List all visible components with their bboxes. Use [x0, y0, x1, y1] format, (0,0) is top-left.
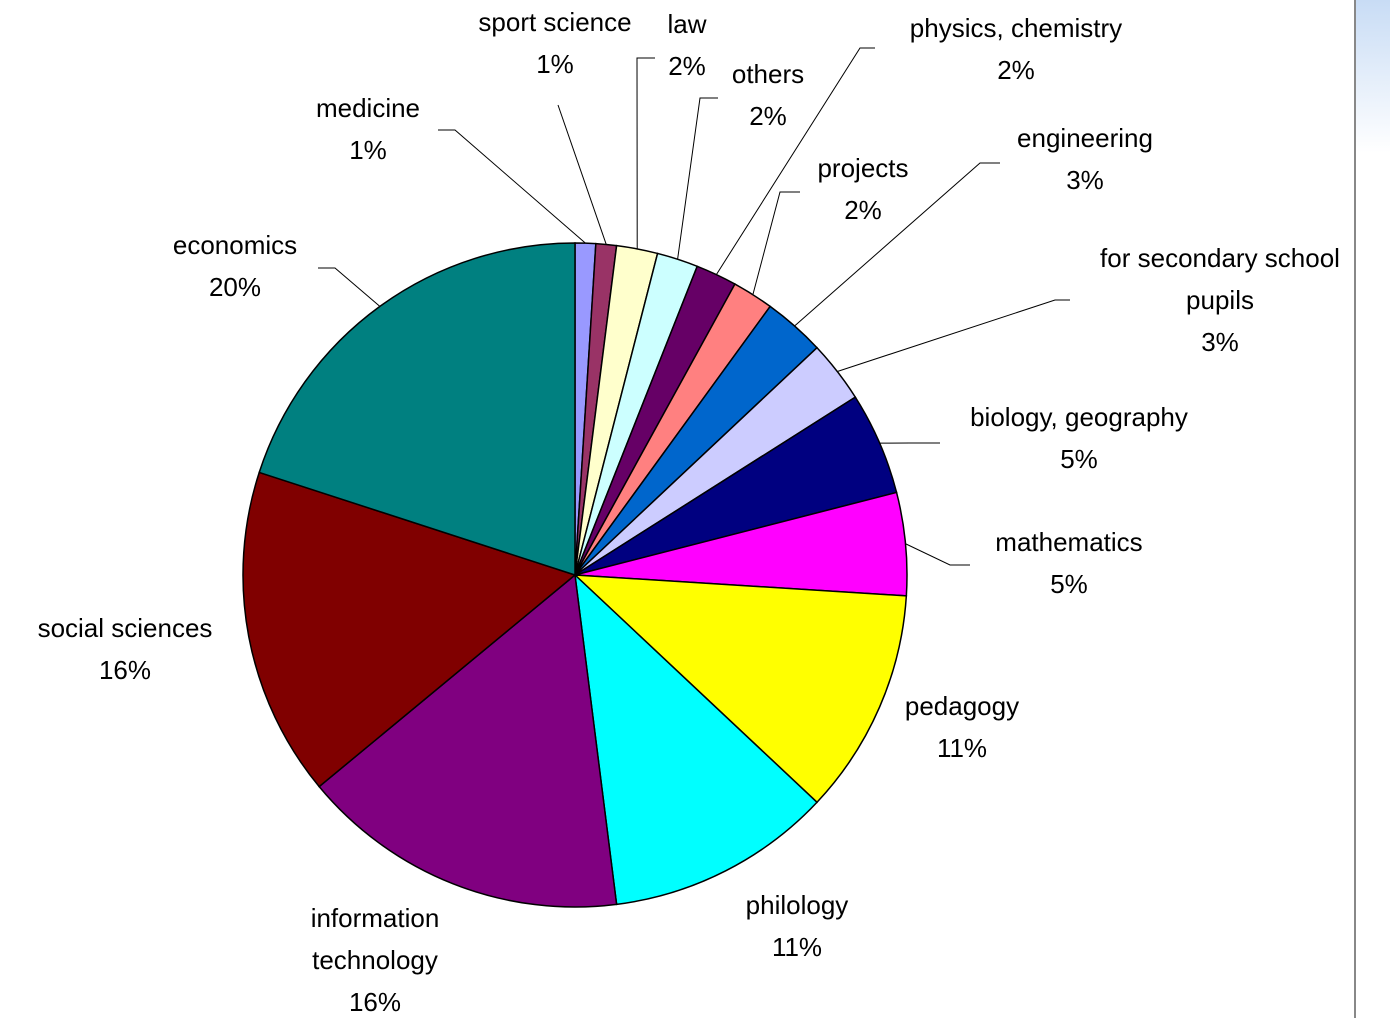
category-label: law: [667, 9, 707, 39]
slice-label: engineering 3%: [985, 117, 1185, 201]
leader-line: [752, 191, 800, 295]
value-label: 1%: [536, 49, 574, 79]
leader-line: [318, 267, 381, 307]
leader-line: [438, 129, 586, 244]
leader-line: [715, 47, 875, 275]
slice-label: information technology 16%: [290, 897, 460, 1018]
leader-line: [677, 97, 718, 260]
slice-label: pedagogy 11%: [872, 685, 1052, 769]
value-label: 3%: [1201, 327, 1239, 357]
slice-label: mathematics 5%: [959, 521, 1179, 605]
value-label: 2%: [668, 51, 706, 81]
slice-label: law 2%: [647, 3, 727, 87]
slice-label: projects 2%: [788, 147, 938, 231]
leader-line: [837, 299, 1070, 372]
category-label: for secondary school pupils: [1100, 243, 1340, 315]
category-label: pedagogy: [904, 691, 1020, 721]
slice-label: for secondary school pupils 3%: [1070, 237, 1370, 363]
slice-label: medicine 1%: [268, 87, 468, 171]
value-label: 11%: [936, 733, 988, 763]
slice-label: economics 20%: [135, 224, 335, 308]
slice-label: social sciences 16%: [0, 607, 250, 691]
slice-label: biology, geography 5%: [929, 396, 1229, 480]
category-label: others: [731, 59, 805, 89]
slice-label: others 2%: [708, 53, 828, 137]
category-label: economics: [172, 230, 298, 260]
category-label: biology, geography: [970, 402, 1188, 432]
slice-label: sport science 1%: [445, 1, 665, 85]
pie-slice: [572, 574, 908, 804]
value-label: 1%: [349, 135, 387, 165]
slice-label: physics, chemistry 2%: [866, 7, 1166, 91]
value-label: 2%: [749, 101, 787, 131]
category-label: projects: [817, 153, 909, 183]
leader-line: [557, 104, 607, 245]
slice-label: philology 11%: [707, 884, 887, 968]
leader-line: [905, 543, 970, 566]
value-label: 2%: [844, 195, 882, 225]
leader-line: [636, 57, 655, 249]
value-label: 3%: [1066, 165, 1104, 195]
side-panel: [1355, 0, 1390, 1018]
value-label: 16%: [348, 987, 402, 1017]
category-label: social sciences: [37, 613, 213, 643]
value-label: 11%: [771, 932, 823, 962]
category-label: medicine: [315, 93, 421, 123]
value-label: 20%: [208, 272, 262, 302]
value-label: 5%: [1050, 569, 1088, 599]
category-label: mathematics: [995, 527, 1143, 557]
category-label: information technology: [310, 903, 440, 975]
pie-slice: [573, 573, 819, 906]
category-label: engineering: [1017, 123, 1153, 153]
category-label: philology: [745, 890, 849, 920]
value-label: 2%: [997, 55, 1035, 85]
value-label: 16%: [98, 655, 152, 685]
category-label: sport science: [478, 7, 632, 37]
leader-line: [794, 162, 1000, 327]
pie-slice: [318, 573, 618, 908]
value-label: 5%: [1060, 444, 1098, 474]
pie-slice: [242, 471, 577, 788]
category-label: physics, chemistry: [909, 13, 1123, 43]
